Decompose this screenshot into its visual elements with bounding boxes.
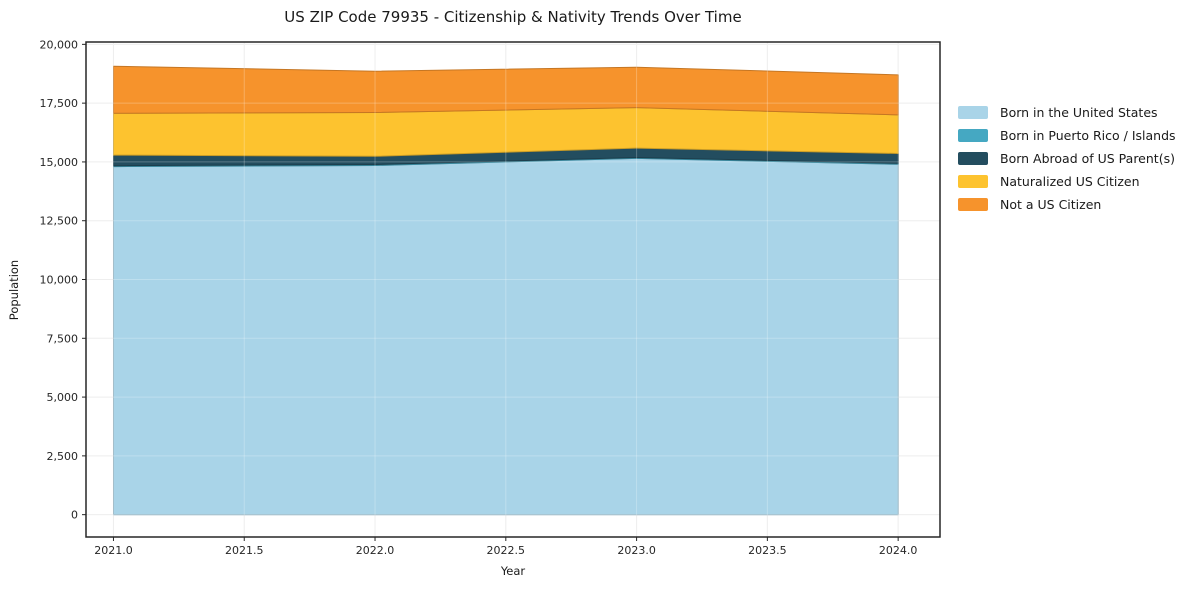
- y-axis-label: Population: [7, 259, 21, 321]
- x-tick-label: 2021.5: [225, 544, 264, 557]
- y-tick-label: 0: [71, 509, 78, 522]
- legend-swatch-naturalized: [958, 175, 988, 188]
- legend-item: Born in the United States: [958, 101, 1176, 124]
- y-tick-label: 10,000: [40, 274, 79, 287]
- legend-item: Not a US Citizen: [958, 193, 1176, 216]
- y-tick-label: 15,000: [40, 156, 79, 169]
- legend-item: Born in Puerto Rico / Islands: [958, 124, 1176, 147]
- legend-label: Born Abroad of US Parent(s): [1000, 151, 1175, 166]
- x-tick-label: 2023.5: [748, 544, 787, 557]
- y-tick-label: 7,500: [47, 332, 79, 345]
- x-tick-label: 2021.0: [94, 544, 133, 557]
- legend: Born in the United States Born in Puerto…: [958, 101, 1176, 216]
- legend-swatch-not-citizen: [958, 198, 988, 211]
- x-tick-label: 2022.5: [487, 544, 526, 557]
- legend-label: Born in Puerto Rico / Islands: [1000, 128, 1176, 143]
- axis-ticks: 0 2,500 5,000 7,500 10,000 12,500 15,000 17,500…: [40, 38, 918, 557]
- y-tick-label: 5,000: [47, 391, 79, 404]
- legend-label: Not a US Citizen: [1000, 197, 1102, 212]
- y-tick-label: 12,500: [40, 215, 79, 228]
- legend-swatch-born-abroad: [958, 152, 988, 165]
- plot-border: [85, 41, 941, 538]
- y-tick-label: 2,500: [47, 450, 79, 463]
- chart-title: US ZIP Code 79935 - Citizenship & Nativi…: [284, 8, 742, 26]
- legend-item: Born Abroad of US Parent(s): [958, 147, 1176, 170]
- legend-label: Born in the United States: [1000, 105, 1158, 120]
- x-axis-label: Year: [500, 564, 526, 578]
- x-tick-label: 2023.0: [617, 544, 656, 557]
- x-tick-label: 2022.0: [356, 544, 395, 557]
- y-tick-label: 17,500: [40, 97, 79, 110]
- stacked-areas: [113, 65, 899, 516]
- legend-item: Naturalized US Citizen: [958, 170, 1176, 193]
- gridlines-overlay: [86, 42, 940, 537]
- legend-label: Naturalized US Citizen: [1000, 174, 1140, 189]
- legend-swatch-born-pr: [958, 129, 988, 142]
- y-tick-label: 20,000: [40, 38, 79, 51]
- x-tick-label: 2024.0: [879, 544, 918, 557]
- legend-swatch-born-us: [958, 106, 988, 119]
- area-series-4: [113, 65, 899, 116]
